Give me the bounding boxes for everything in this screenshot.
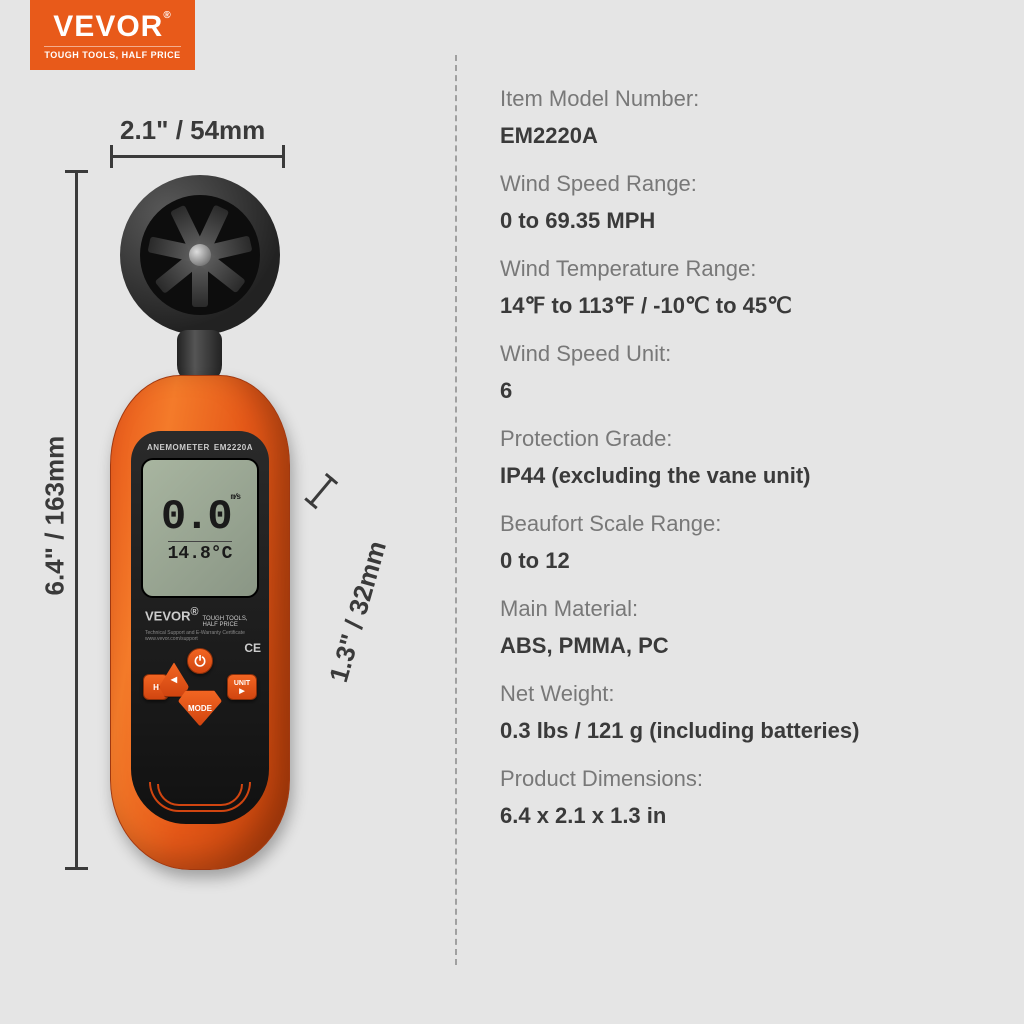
fan-hub [189, 244, 211, 266]
decorative-arc-inner [157, 784, 243, 806]
spec-value: 6 [500, 378, 1000, 404]
power-button[interactable]: ⏻ [187, 648, 213, 674]
lcd-sub-reading: 14.8°C [168, 541, 233, 564]
spec-list: Item Model Number: EM2220A Wind Speed Rang… [500, 86, 1000, 851]
dimension-bar-width [110, 155, 285, 158]
dimension-height-label: 6.4" / 163mm [40, 436, 71, 596]
spec-label: Product Dimensions: [500, 766, 1000, 792]
brand-tagline: TOUGH TOOLS, HALF PRICE [44, 46, 180, 60]
mode-button-label: MODE [188, 704, 212, 713]
device-label-anemometer: ANEMOMETER [147, 443, 210, 452]
lcd-main-reading: 0.0m/s [161, 493, 239, 541]
device-face-panel: ANEMOMETER EM2220A 0.0m/s 14.8°C VEVOR® … [131, 431, 269, 824]
device-label-model: EM2220A [214, 443, 253, 452]
dimension-bar-depth [309, 477, 334, 506]
device-brand-text: VEVOR® [145, 606, 199, 623]
spec-value: EM2220A [500, 123, 1000, 149]
lcd-screen: 0.0m/s 14.8°C [141, 458, 259, 598]
dimension-width-label: 2.1" / 54mm [120, 115, 265, 146]
mode-button[interactable]: MODE [178, 690, 222, 726]
dimension-bar-height [75, 170, 78, 870]
anemometer-device: ANEMOMETER EM2220A 0.0m/s 14.8°C VEVOR® … [105, 175, 295, 875]
vertical-divider [455, 55, 457, 965]
spec-label: Beaufort Scale Range: [500, 511, 1000, 537]
device-support-text: Technical Support and E-Warranty Certifi… [141, 630, 259, 648]
lcd-main-value: 0.0 [161, 493, 231, 541]
brand-reg-mark: ® [163, 10, 171, 21]
spec-value: IP44 (excluding the vane unit) [500, 463, 1000, 489]
device-body: ANEMOMETER EM2220A 0.0m/s 14.8°C VEVOR® … [110, 375, 290, 870]
dimension-depth-label: 1.3" / 32mm [323, 538, 393, 686]
spec-label: Protection Grade: [500, 426, 1000, 452]
left-arrow-button[interactable]: ◀ [159, 662, 189, 697]
spec-value: 14℉ to 113℉ / -10℃ to 45℃ [500, 293, 1000, 319]
unit-button[interactable]: UNIT▶ [227, 674, 257, 700]
brand-name: VEVOR® [53, 10, 171, 44]
spec-label: Wind Temperature Range: [500, 256, 1000, 282]
spec-value: 0 to 69.35 MPH [500, 208, 1000, 234]
device-brand-row: VEVOR® TOUGH TOOLS, HALF PRICE [141, 598, 259, 630]
spec-label: Wind Speed Range: [500, 171, 1000, 197]
right-arrow-icon: ▶ [239, 687, 244, 695]
spec-value: 0 to 12 [500, 548, 1000, 574]
vane-head [120, 175, 280, 335]
spec-value: ABS, PMMA, PC [500, 633, 1000, 659]
spec-label: Main Material: [500, 596, 1000, 622]
spec-label: Wind Speed Unit: [500, 341, 1000, 367]
button-cluster: ⏻ H ◀ UNIT▶ MODE [141, 648, 259, 758]
left-arrow-icon: ◀ [171, 675, 177, 684]
spec-label: Item Model Number: [500, 86, 1000, 112]
spec-value: 6.4 x 2.1 x 1.3 in [500, 803, 1000, 829]
vane-fan [140, 195, 260, 315]
device-brand-tagline: TOUGH TOOLS, HALF PRICE [203, 616, 256, 628]
lcd-main-unit: m/s [231, 493, 239, 502]
spec-value: 0.3 lbs / 121 g (including batteries) [500, 718, 1000, 744]
unit-button-label: UNIT [234, 680, 250, 687]
brand-logo-badge: VEVOR® TOUGH TOOLS, HALF PRICE [30, 0, 195, 70]
spec-label: Net Weight: [500, 681, 1000, 707]
brand-text: VEVOR [53, 10, 163, 43]
